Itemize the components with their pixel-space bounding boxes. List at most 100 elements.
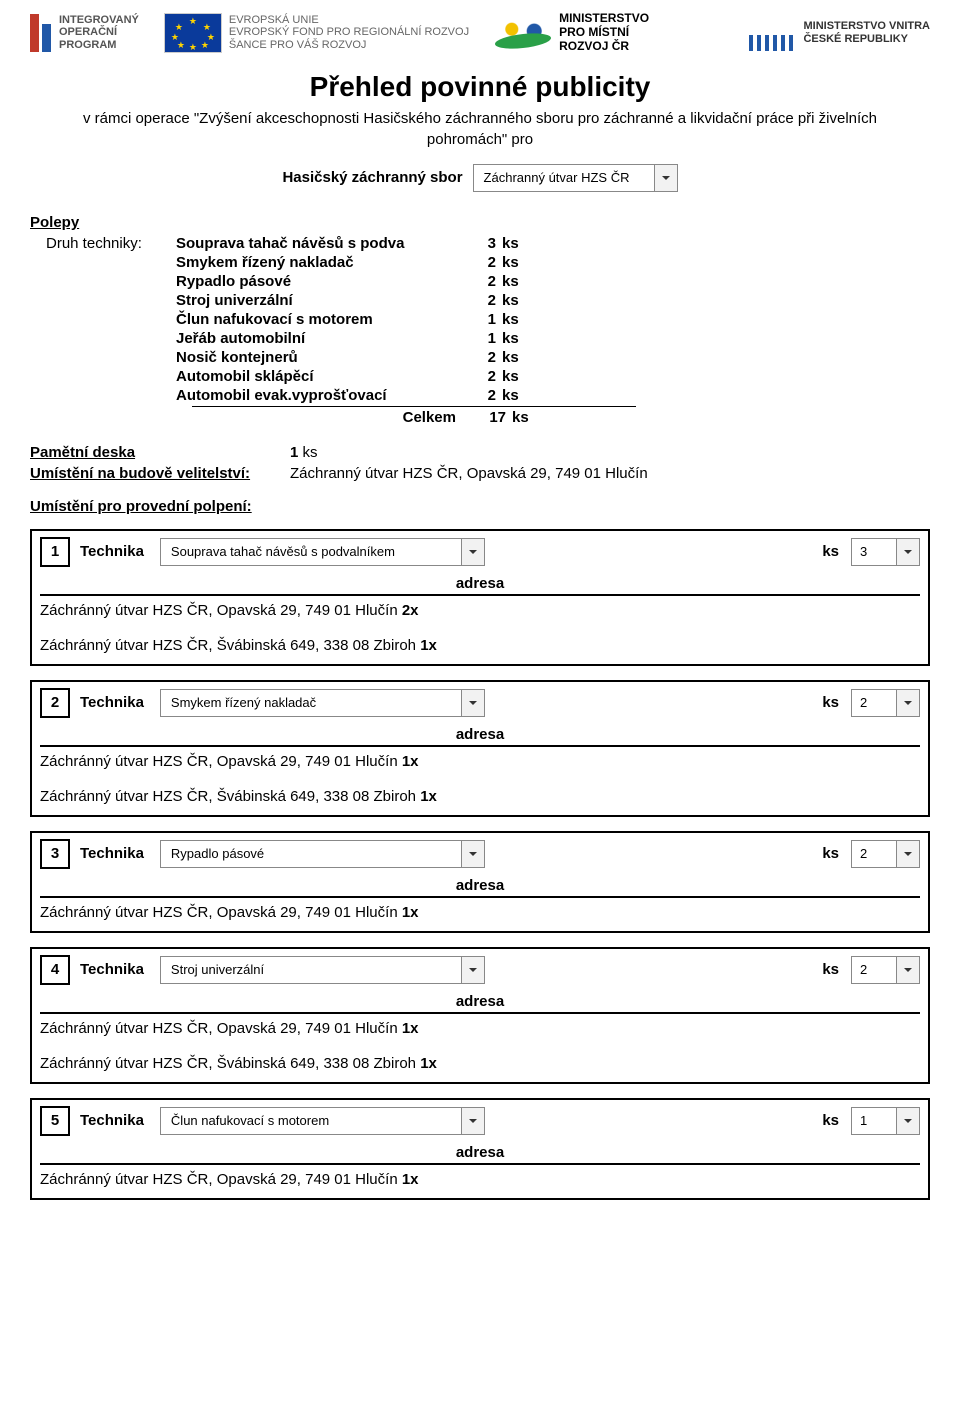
org-label: Hasičský záchranný sbor [282,169,462,186]
ks-select-value: 2 [852,846,896,861]
technika-label: Technika [80,543,144,560]
ks-label: ks [822,1112,839,1129]
equipment-row: Automobil sklápěcí2ks [46,368,930,385]
mvr-text: MINISTERSTVO VNITRA ČESKÉ REPUBLIKY [803,20,930,45]
address-box: Záchránný útvar HZS ČR, Opavská 29, 749 … [40,594,920,654]
equipment-unit: ks [496,311,532,328]
equipment-qty: 2 [456,292,496,309]
technika-block: 4TechnikaStroj univerzálníks2adresaZáchr… [30,947,930,1084]
equipment-name: Rypadlo pásové [176,273,456,290]
placement-heading: Umístění pro provední polpení: [30,498,930,515]
adresa-heading: adresa [40,877,920,894]
mmr-text: MINISTERSTVO PRO MÍSTNÍ ROZVOJ ČR [559,12,649,53]
ks-select[interactable]: 1 [851,1107,920,1135]
technika-block: 5 Technika Člun nafukovací s motorem ks 1 adr… [30,1098,930,1200]
chevron-down-icon [896,841,919,867]
block-number: 1 [40,537,70,567]
block-number: 5 [40,1106,70,1136]
equipment-name: Smykem řízený nakladač [176,254,456,271]
ks-select[interactable]: 2 [851,840,920,868]
equipment-unit: ks [496,330,532,347]
ks-label: ks [822,694,839,711]
iop-text: INTEGROVANÝ OPERAČNÍ PROGRAM [59,14,139,52]
equipment-name: Nosič kontejnerů [176,349,456,366]
equipment-unit: ks [496,254,532,271]
equipment-row: Rypadlo pásové2ks [46,273,930,290]
chevron-down-icon [461,957,484,983]
block-number: 2 [40,688,70,718]
ks-select[interactable]: 3 [851,538,920,566]
eu-text: EVROPSKÁ UNIE EVROPSKÝ FOND PRO REGIONÁL… [229,14,469,52]
adresa-heading: adresa [40,575,920,592]
equipment-row: Jeřáb automobilní1ks [46,330,930,347]
chevron-down-icon [896,539,919,565]
equipment-row: Automobil evak.vyprošťovací2ks [46,387,930,404]
equipment-row: Druh techniky:Souprava tahač návěsů s po… [46,235,930,252]
address-line: Záchránný útvar HZS ČR, Opavská 29, 749 … [40,1020,920,1037]
technika-block: 2 Technika Smykem řízený nakladač ks 2 adresa… [30,680,930,817]
technika-select[interactable]: Člun nafukovací s motorem [160,1107,485,1135]
plaque-label: Pamětní deska [30,444,290,461]
technika-label: Technika [80,694,144,711]
ks-select[interactable]: 2 [851,956,920,984]
equipment-qty: 2 [456,349,496,366]
total-unit: ks [506,409,542,426]
org-select-value: Záchranný útvar HZS ČR [474,170,654,185]
ks-select-value: 2 [852,695,896,710]
technika-select-value: Smykem řízený nakladač [161,695,461,710]
ks-select-value: 2 [852,962,896,977]
equipment-qty: 2 [456,387,496,404]
technika-label: Technika [80,1112,144,1129]
equipment-unit: ks [496,235,532,252]
address-line: Záchránný útvar HZS ČR, Švábinská 649, 3… [40,637,920,654]
technika-block: 1 Technika Souprava tahač návěsů s podvaln… [30,529,930,666]
swoosh-icon [495,14,551,52]
technika-select[interactable]: Smykem řízený nakladač [160,689,485,717]
total-row: Celkem17ks [192,406,636,426]
plaque-loc-label: Umístění na budově velitelství: [30,465,290,482]
chevron-down-icon [461,690,484,716]
equipment-row: Smykem řízený nakladač2ks [46,254,930,271]
technika-select[interactable]: Rypadlo pásové [160,840,485,868]
chevron-down-icon [896,957,919,983]
plaque-qty: 1 ks [290,444,318,461]
org-select[interactable]: Záchranný útvar HZS ČR [473,164,678,192]
equipment-name: Stroj univerzální [176,292,456,309]
address-line: Záchránný útvar HZS ČR, Švábinská 649, 3… [40,788,920,805]
technika-select-value: Stroj univerzální [161,962,461,977]
address-line: Záchránný útvar HZS ČR, Opavská 29, 749 … [40,1171,920,1188]
equipment-unit: ks [496,292,532,309]
eu-flag-icon: ★ ★ ★ ★ ★ ★ ★ ★ [165,14,221,52]
org-row: Hasičský záchranný sbor Záchranný útvar … [30,164,930,192]
equipment-qty: 1 [456,311,496,328]
address-box: Záchránný útvar HZS ČR, Opavská 29, 749 … [40,896,920,921]
equipment-unit: ks [496,349,532,366]
equipment-name: Člun nafukovací s motorem [176,311,456,328]
equipment-unit: ks [496,387,532,404]
mvr-mark-icon [749,15,795,51]
adresa-heading: adresa [40,726,920,743]
equipment-unit: ks [496,273,532,290]
ks-select[interactable]: 2 [851,689,920,717]
ks-label: ks [822,845,839,862]
adresa-heading: adresa [40,1144,920,1161]
technika-select[interactable]: Stroj univerzální [160,956,485,984]
equipment-name: Automobil sklápěcí [176,368,456,385]
chevron-down-icon [461,841,484,867]
polepy-heading: Polepy [30,214,930,231]
equipment-qty: 1 [456,330,496,347]
logo-iop: INTEGROVANÝ OPERAČNÍ PROGRAM [30,14,139,52]
chevron-down-icon [461,539,484,565]
logo-eu: ★ ★ ★ ★ ★ ★ ★ ★ EVROPSKÁ UNIE EVROPSKÝ F… [165,14,469,52]
equipment-row: Stroj univerzální2ks [46,292,930,309]
ks-select-value: 3 [852,544,896,559]
equipment-qty: 2 [456,368,496,385]
chevron-down-icon [461,1108,484,1134]
technika-select[interactable]: Souprava tahač návěsů s podvalníkem [160,538,485,566]
equipment-row: Člun nafukovací s motorem1ks [46,311,930,328]
ks-label: ks [822,961,839,978]
technika-select-value: Člun nafukovací s motorem [161,1113,461,1128]
equipment-unit: ks [496,368,532,385]
header-logos: INTEGROVANÝ OPERAČNÍ PROGRAM ★ ★ ★ ★ ★ ★… [30,12,930,53]
chevron-down-icon [896,1108,919,1134]
